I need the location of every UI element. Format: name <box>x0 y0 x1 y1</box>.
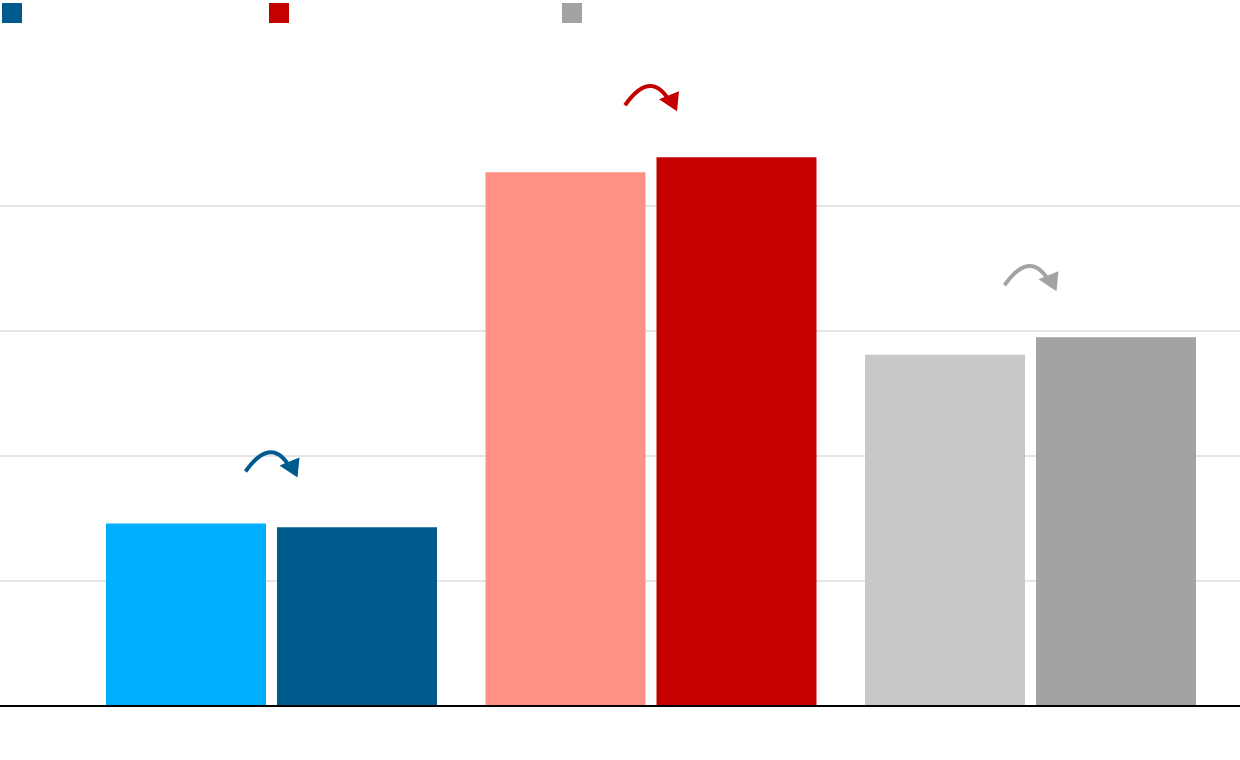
legend-swatch <box>562 3 582 23</box>
trend-arrow <box>1002 264 1049 287</box>
bar <box>865 354 1025 706</box>
bar <box>1036 337 1196 706</box>
bar <box>485 172 646 706</box>
trend-arrowhead <box>279 457 300 478</box>
bar <box>656 157 817 706</box>
trend-arrow <box>623 84 669 107</box>
trend-arrow <box>243 450 290 473</box>
trend-arrowhead <box>1038 271 1059 292</box>
bar <box>277 527 437 706</box>
legend-swatch <box>269 3 289 23</box>
trend-arrowhead <box>659 91 679 112</box>
bar <box>106 523 266 706</box>
legend-swatch <box>2 3 22 23</box>
